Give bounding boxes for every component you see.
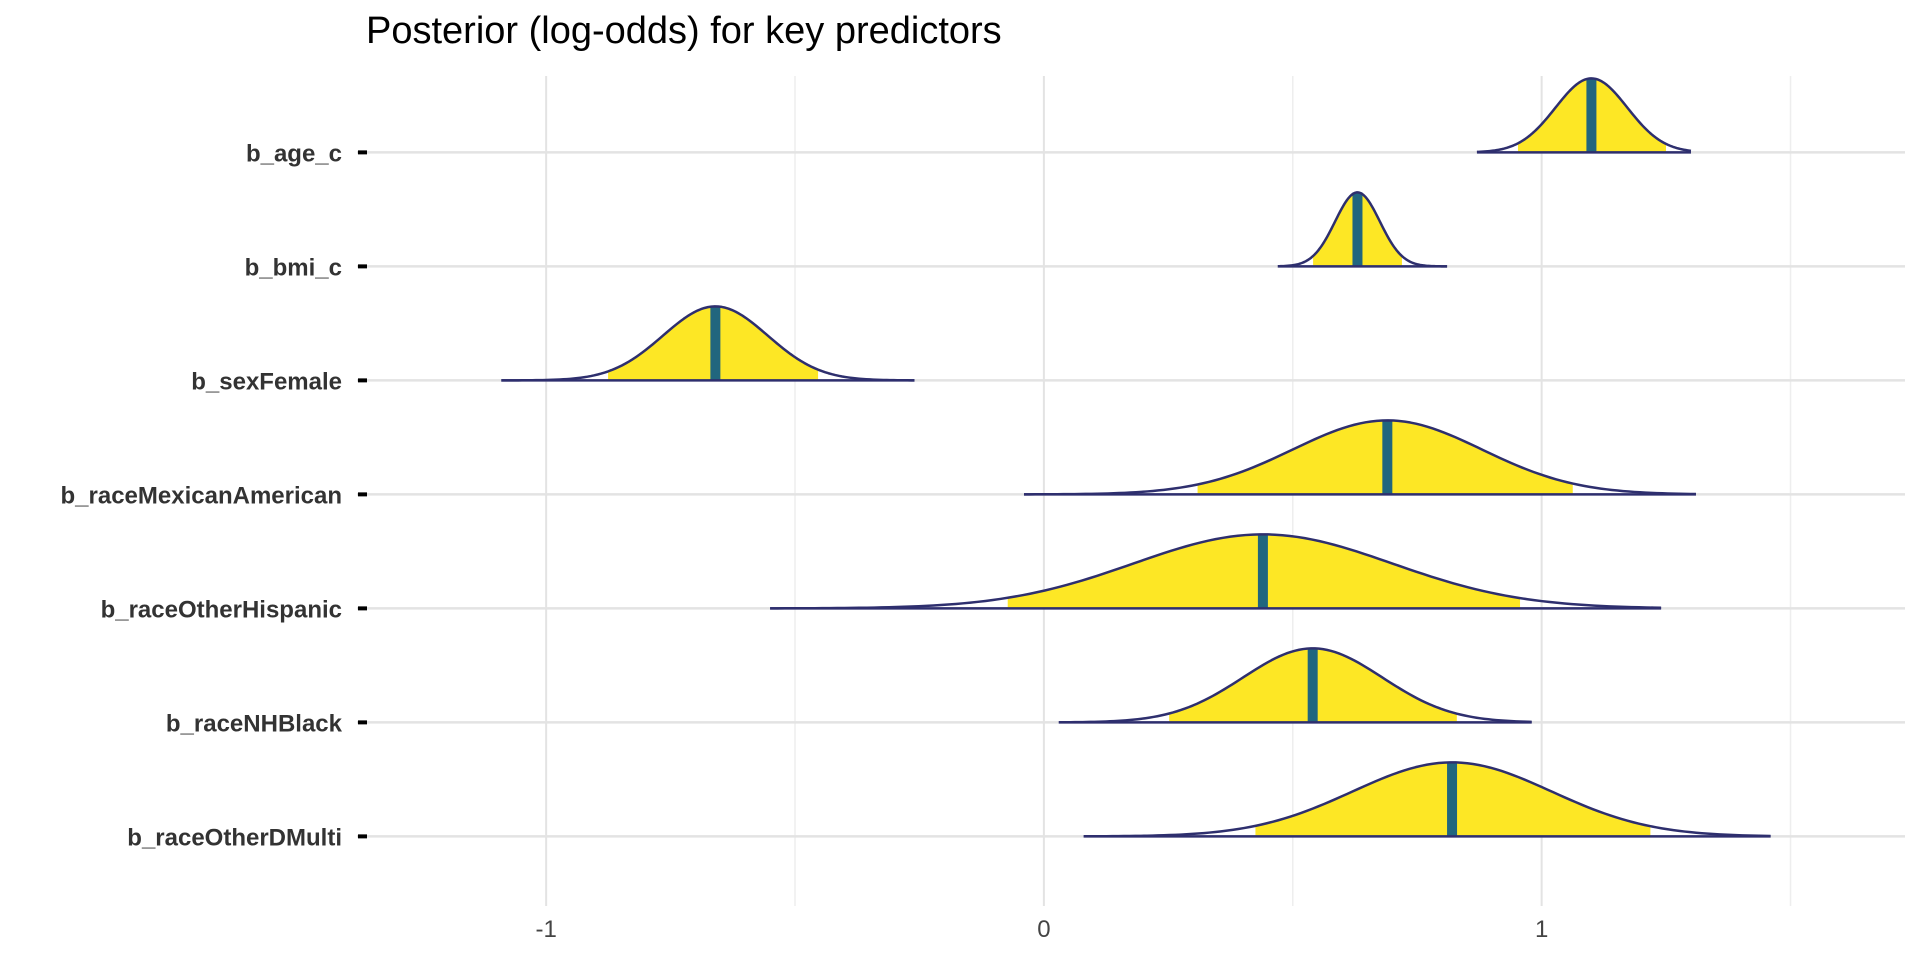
x-tick-label: 0 bbox=[1037, 916, 1050, 943]
ridge-outline-b_raceOtherDMulti bbox=[1083, 761, 1771, 838]
y-tick-label: b_raceOtherDMulti bbox=[127, 824, 342, 851]
ridge-layer bbox=[501, 77, 1771, 838]
y-tick-label: b_raceNHBlack bbox=[166, 710, 343, 737]
ridge-outline-b_raceMexicanAmerican bbox=[1023, 419, 1696, 496]
ridge-outline-b_raceOtherHispanic bbox=[770, 533, 1662, 610]
y-tick-label: b_bmi_c bbox=[245, 254, 342, 281]
y-tick-label: b_raceMexicanAmerican bbox=[61, 482, 342, 509]
grid-layer bbox=[357, 76, 1905, 906]
ridge-outline-b_age_c bbox=[1476, 77, 1692, 154]
chart-title: Posterior (log-odds) for key predictors bbox=[366, 10, 1002, 52]
y-tick-label: b_sexFemale bbox=[191, 368, 342, 395]
x-tick-labels: -1 0 1 bbox=[535, 916, 1548, 943]
ridge-outline-b_raceNHBlack bbox=[1058, 647, 1532, 724]
x-tick-label: 1 bbox=[1535, 916, 1548, 943]
ridge-outline-b_sexFemale bbox=[501, 305, 915, 382]
x-tick-label: -1 bbox=[535, 916, 556, 943]
y-tick-labels: b_age_c b_bmi_c b_sexFemale b_raceMexicanAm… bbox=[61, 140, 367, 851]
y-tick-label: b_raceOtherHispanic bbox=[101, 596, 342, 623]
ridge-outline-b_bmi_c bbox=[1277, 191, 1448, 268]
y-tick-label: b_age_c bbox=[246, 140, 342, 167]
